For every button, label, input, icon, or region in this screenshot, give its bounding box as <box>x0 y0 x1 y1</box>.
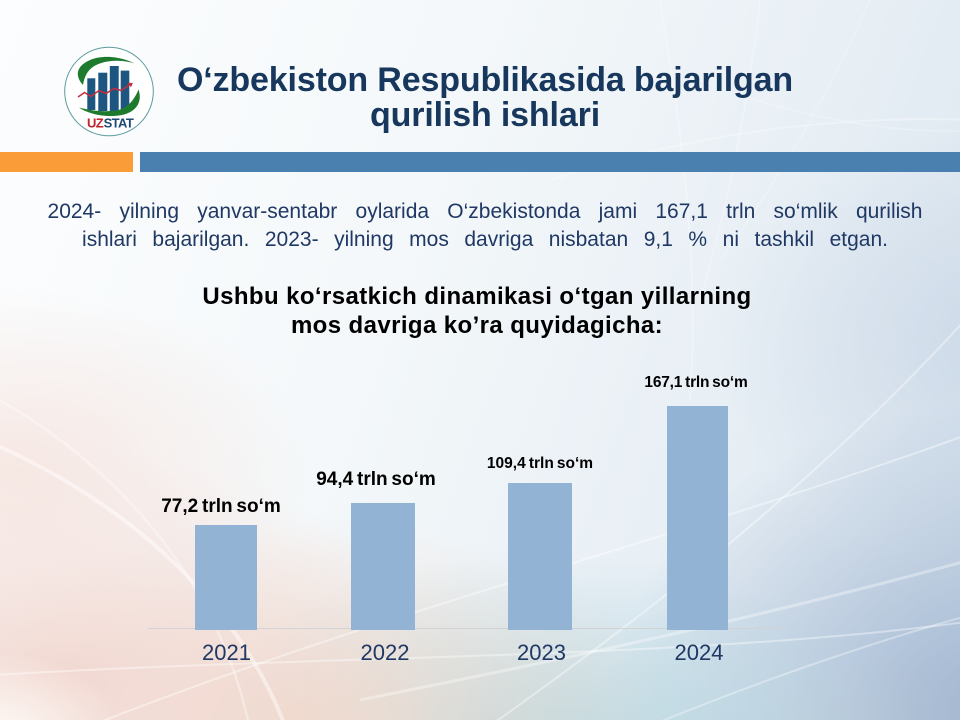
svg-text:UZ: UZ <box>87 116 104 131</box>
svg-text:STAT: STAT <box>104 116 134 131</box>
